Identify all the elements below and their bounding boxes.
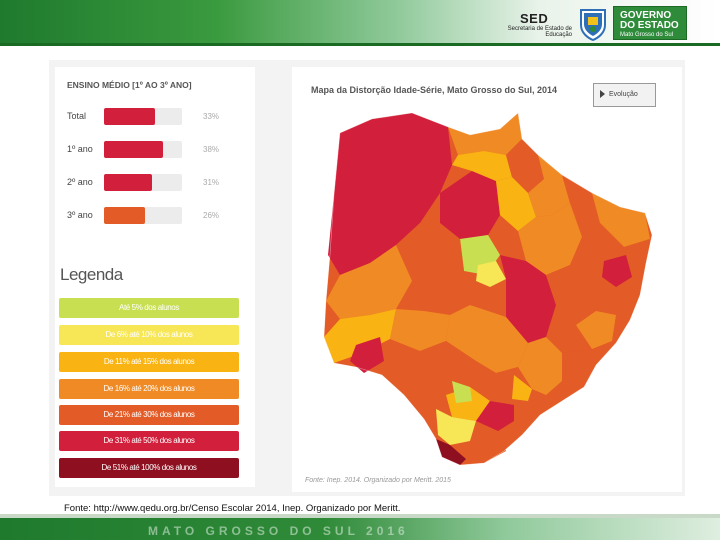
bar-fill (104, 174, 152, 191)
stat-row-3-ano: 3º ano 26% (67, 207, 247, 225)
row-percent: 31% (203, 178, 220, 187)
map-source-note: Fonte: Inep. 2014. Organizado por Meritt… (305, 477, 451, 484)
legend-item: De 51% até 100% dos alunos (59, 458, 239, 478)
map-region (500, 255, 556, 343)
gov-line-2: DO ESTADO (620, 20, 679, 31)
map-region (436, 409, 476, 445)
map-region (506, 405, 540, 435)
map-region (440, 171, 500, 239)
map-region (328, 113, 452, 275)
header-stripe (0, 43, 720, 46)
bar-fill (104, 108, 155, 125)
evolution-label: Evolução (609, 91, 638, 98)
map-region (436, 439, 466, 465)
play-icon (600, 90, 605, 99)
evolution-button[interactable]: Evolução (593, 83, 656, 107)
map-region (446, 305, 528, 373)
row-percent: 26% (203, 211, 220, 220)
ensino-title: ENSINO MÉDIO [1º AO 3º ANO] (67, 80, 192, 90)
row-percent: 38% (203, 145, 220, 154)
legend-item: De 11% até 15% dos alunos (59, 352, 239, 372)
map-region (448, 113, 522, 155)
map-region (326, 245, 412, 319)
map-region (476, 261, 506, 287)
map-region (412, 271, 476, 315)
legend-item: De 21% até 30% dos alunos (59, 405, 239, 425)
bar-fill (104, 207, 145, 224)
footer-band-text: MATO GROSSO DO SUL 2016 (148, 524, 409, 538)
bar-track (104, 174, 182, 191)
governo-logo: GOVERNO DO ESTADO Mato Grosso do Sul (613, 6, 687, 40)
row-label: 3º ano (67, 210, 93, 220)
map-region (496, 177, 536, 231)
map-region (592, 193, 650, 247)
map-region (324, 309, 396, 363)
sed-subtitle: Secretaria de Estado de Educação (507, 26, 572, 38)
map-region (390, 309, 450, 351)
state-crest-icon (580, 9, 606, 41)
map-region (452, 381, 472, 403)
map-region (350, 337, 384, 373)
map-title: Mapa da Distorção Idade-Série, Mato Gros… (311, 85, 558, 95)
footer-band (0, 518, 720, 540)
bar-track (104, 207, 182, 224)
map-region (476, 401, 514, 431)
map-region (466, 431, 506, 463)
map-region (576, 311, 616, 349)
row-label: 1º ano (67, 144, 93, 154)
map-region (420, 341, 476, 395)
map-region (452, 151, 512, 181)
bar-track (104, 108, 182, 125)
footer-divider (0, 514, 720, 518)
map-region (546, 237, 602, 325)
map-region (562, 349, 596, 387)
gov-line-1: GOVERNO (620, 10, 672, 21)
row-label: 2º ano (67, 177, 93, 187)
legend-item: Até 5% dos alunos (59, 298, 239, 318)
footer-source: Fonte: http://www.qedu.org.br/Censo Esco… (64, 503, 401, 514)
stat-row-1-ano: 1º ano 38% (67, 141, 247, 159)
gov-line-3: Mato Grosso do Sul (620, 32, 674, 38)
legend-item: De 6% até 10% dos alunos (59, 325, 239, 345)
header-band (0, 0, 720, 46)
map-region (506, 139, 544, 193)
legend-item: De 16% até 20% dos alunos (59, 379, 239, 399)
stat-row-total: Total 33% (67, 108, 247, 126)
legend-title: Legenda (60, 265, 123, 284)
sed-title: SED (520, 11, 549, 26)
map-region (562, 175, 600, 237)
choropleth-map (323, 112, 653, 466)
map-region (512, 375, 532, 401)
row-label: Total (67, 111, 87, 121)
map-region (518, 203, 582, 275)
map-region (528, 155, 570, 217)
row-percent: 33% (203, 112, 220, 121)
legend-item: De 31% até 50% dos alunos (59, 431, 239, 451)
map-region (602, 255, 632, 287)
bar-fill (104, 141, 163, 158)
stat-row-2-ano: 2º ano 31% (67, 174, 247, 192)
map-region (518, 337, 562, 395)
sed-logo: SED Secretaria de Estado de Educação (506, 11, 572, 39)
map-region (396, 223, 464, 285)
bar-track (104, 141, 182, 158)
map-region (582, 223, 650, 281)
